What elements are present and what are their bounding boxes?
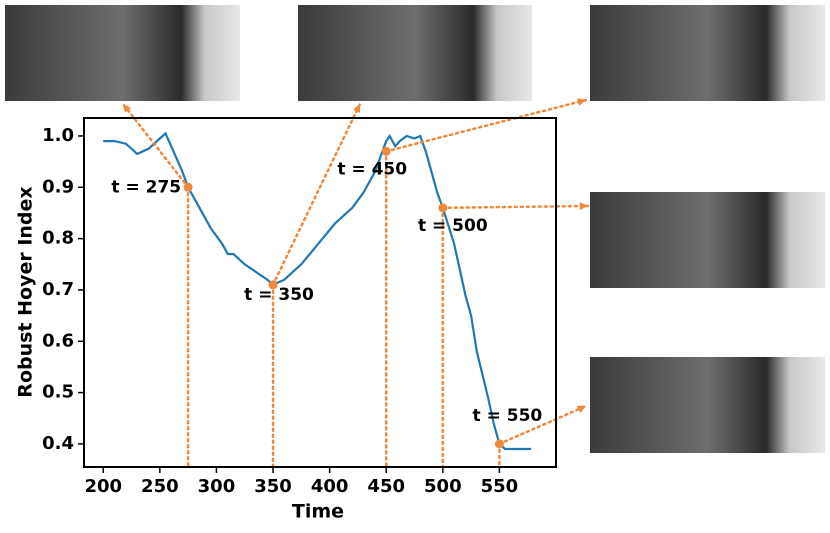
line [103,131,532,451]
plot-frame [83,117,557,468]
frame-image [590,357,825,453]
annotation-point [268,280,278,290]
y-tick-label: 0.9 [42,176,74,197]
x-tick-label: 550 [481,476,519,497]
annotation-point [438,203,448,213]
arrow-head [123,104,132,113]
connector [271,102,362,287]
frames [5,5,825,453]
x-tick-label: 250 [141,476,179,497]
annotation-point [494,439,504,449]
annotation-label: t = 450 [337,159,407,179]
arrow-head [577,98,586,106]
frame-image [590,192,825,288]
connector [441,204,590,210]
y-axis-label: Robust Hoyer Index [15,186,37,397]
arrow-head [579,202,588,211]
frame-image [298,5,532,101]
annotation-label: t = 500 [418,216,488,236]
x-tick-label: 400 [311,476,349,497]
y-tick-label: 1.0 [42,125,74,146]
y-tick-label: 0.8 [42,228,74,249]
annotation-label: t = 275 [111,177,181,197]
connector [384,98,588,153]
x-axis-label: Time [292,501,344,523]
y-tick-label: 0.4 [42,433,74,454]
x-tick-label: 200 [84,476,122,497]
x-tick-label: 300 [198,476,236,497]
connector [121,102,190,189]
annotation-label: t = 350 [244,285,314,305]
annotation-point [381,146,391,156]
connector [498,404,588,446]
y-tick-label: 0.5 [42,382,74,403]
y-tick-label: 0.7 [42,279,74,300]
annotation-point [183,182,193,192]
x-tick-label: 350 [254,476,292,497]
y-tick-label: 0.6 [42,330,74,351]
arrow-head [577,405,586,413]
frame-image [5,5,240,101]
annotation-label: t = 550 [473,406,543,426]
x-tick-label: 450 [367,476,405,497]
frame-image [590,5,825,101]
arrow-head [352,104,361,113]
x-tick-label: 500 [424,476,462,497]
